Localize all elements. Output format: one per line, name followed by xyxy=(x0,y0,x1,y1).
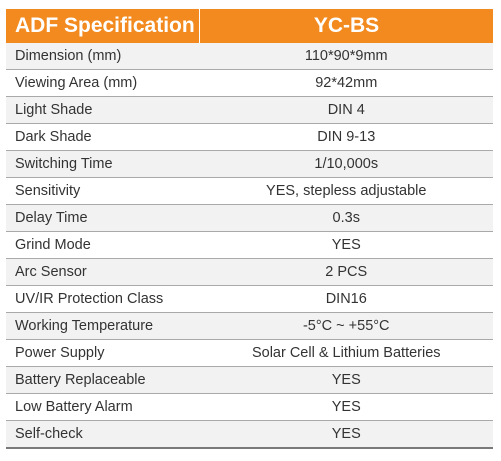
header-spec-label: ADF Specification xyxy=(6,9,200,43)
spec-value: 2 PCS xyxy=(199,258,493,286)
spec-label: Delay Time xyxy=(6,204,200,232)
table-row: UV/IR Protection Class DIN16 xyxy=(6,285,493,313)
header-model: YC-BS xyxy=(199,9,493,43)
spec-label: Grind Mode xyxy=(6,231,200,259)
table-row: Light Shade DIN 4 xyxy=(6,96,493,124)
spec-label: Light Shade xyxy=(6,96,200,124)
spec-label: Working Temperature xyxy=(6,312,200,340)
spec-value: -5°C ~ +55°C xyxy=(199,312,493,340)
spec-label: Low Battery Alarm xyxy=(6,393,200,421)
table-row: Sensitivity YES, stepless adjustable xyxy=(6,177,493,205)
spec-label: UV/IR Protection Class xyxy=(6,285,200,313)
table-row: Grind Mode YES xyxy=(6,231,493,259)
table-row: Self-check YES xyxy=(6,420,493,449)
spec-value: 0.3s xyxy=(199,204,493,232)
spec-value: DIN 4 xyxy=(199,96,493,124)
spec-label: Viewing Area (mm) xyxy=(6,69,200,97)
spec-label: Arc Sensor xyxy=(6,258,200,286)
table-row: Dimension (mm) 110*90*9mm xyxy=(6,43,493,70)
spec-value: YES, stepless adjustable xyxy=(199,177,493,205)
spec-value: 1/10,000s xyxy=(199,150,493,178)
spec-table: ADF Specification YC-BS Dimension (mm) 1… xyxy=(6,9,493,449)
table-row: Power Supply Solar Cell & Lithium Batter… xyxy=(6,339,493,367)
table-row: Delay Time 0.3s xyxy=(6,204,493,232)
spec-label: Dimension (mm) xyxy=(6,43,200,70)
spec-label: Dark Shade xyxy=(6,123,200,151)
table-row: Switching Time 1/10,000s xyxy=(6,150,493,178)
table-row: Working Temperature -5°C ~ +55°C xyxy=(6,312,493,340)
header-row: ADF Specification YC-BS xyxy=(6,9,493,43)
spec-label: Sensitivity xyxy=(6,177,200,205)
spec-value: YES xyxy=(199,366,493,394)
spec-label: Battery Replaceable xyxy=(6,366,200,394)
spec-value: YES xyxy=(199,393,493,421)
table-row: Viewing Area (mm) 92*42mm xyxy=(6,69,493,97)
spec-value: 110*90*9mm xyxy=(199,43,493,70)
table-row: Low Battery Alarm YES xyxy=(6,393,493,421)
spec-value: DIN16 xyxy=(199,285,493,313)
spec-label: Switching Time xyxy=(6,150,200,178)
spec-value: YES xyxy=(199,231,493,259)
spec-value: Solar Cell & Lithium Batteries xyxy=(199,339,493,367)
table-row: Arc Sensor 2 PCS xyxy=(6,258,493,286)
spec-value: 92*42mm xyxy=(199,69,493,97)
spec-value: YES xyxy=(199,420,493,449)
spec-label: Power Supply xyxy=(6,339,200,367)
table-row: Dark Shade DIN 9-13 xyxy=(6,123,493,151)
spec-label: Self-check xyxy=(6,420,200,449)
table-row: Battery Replaceable YES xyxy=(6,366,493,394)
spec-value: DIN 9-13 xyxy=(199,123,493,151)
